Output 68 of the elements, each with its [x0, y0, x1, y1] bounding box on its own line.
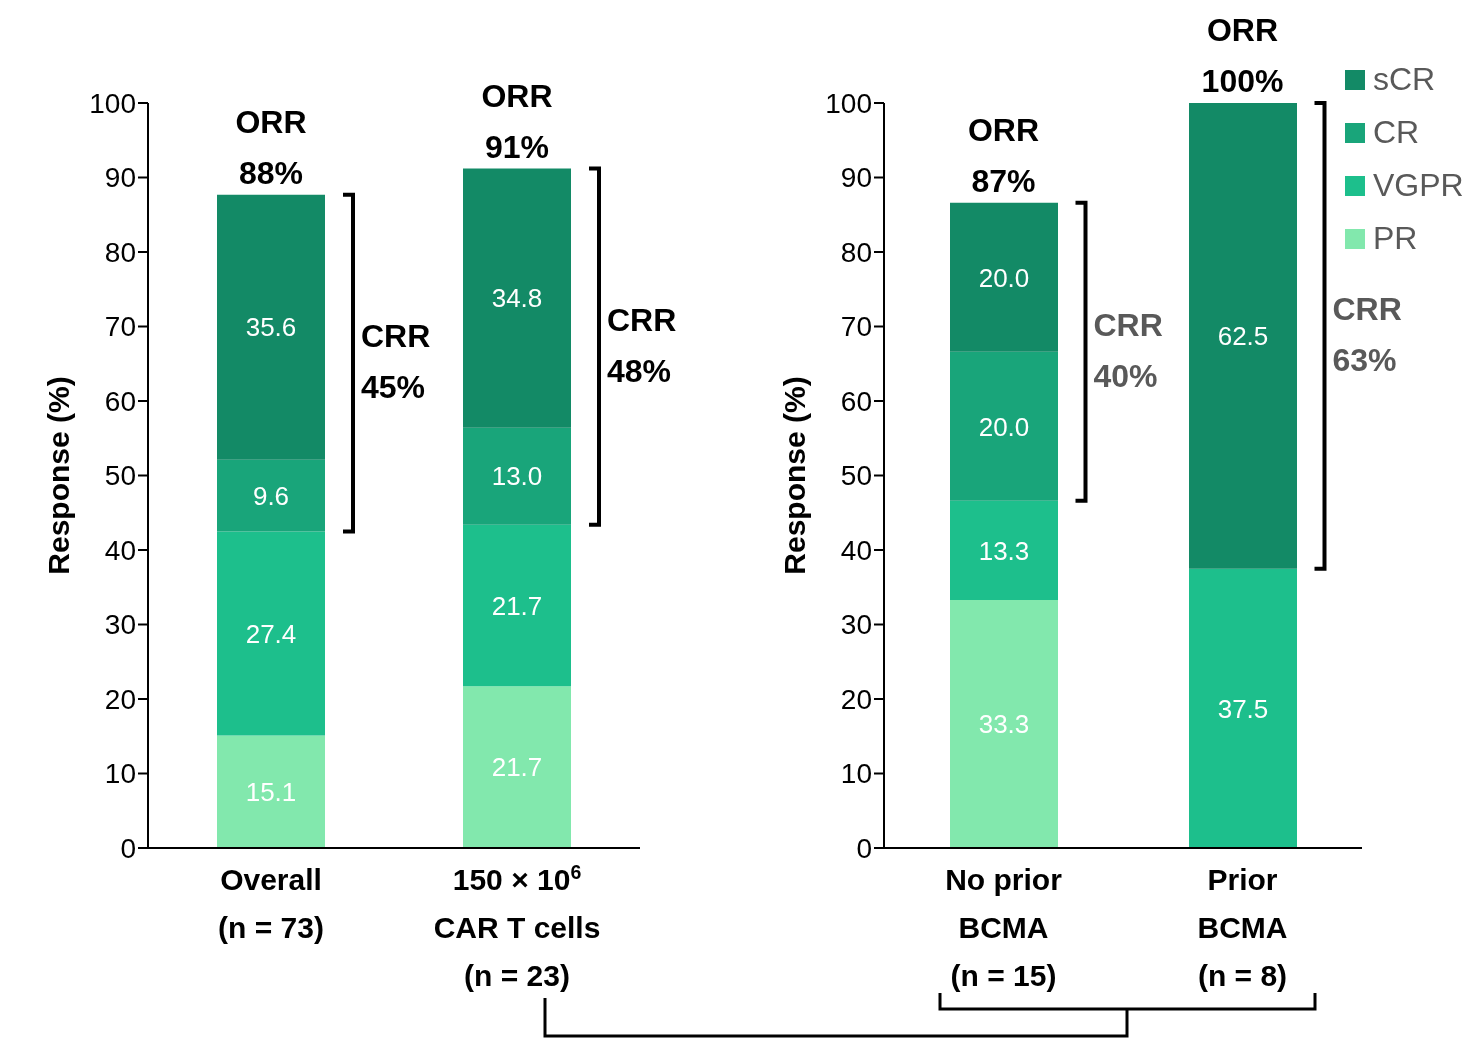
bar — [463, 524, 571, 687]
y-tick-label: 100 — [825, 87, 872, 119]
y-axis-title: Response (%) — [41, 376, 75, 575]
y-tick-label: 20 — [104, 683, 136, 715]
bar — [217, 459, 325, 532]
x-tick-label: Overall (n = 73) — [218, 863, 324, 944]
data-label: 21.7 — [491, 752, 543, 783]
annotation: CRR 45% — [361, 318, 431, 406]
y-tick-label: 90 — [840, 162, 872, 194]
y-axis-title: Response (%) — [777, 376, 811, 575]
annotation: ORR 91% — [481, 77, 553, 165]
data-label: 9.6 — [252, 480, 290, 511]
data-label: 13.0 — [491, 461, 543, 492]
bar — [950, 202, 1058, 352]
bar — [217, 531, 325, 736]
y-tick-label: 0 — [120, 832, 136, 864]
y-tick-label: 30 — [104, 609, 136, 641]
annotation: CRR 48% — [607, 301, 677, 389]
legend-label: VGPR — [1373, 167, 1464, 204]
bar — [463, 686, 571, 848]
bar — [950, 599, 1058, 848]
y-tick-label: 90 — [104, 162, 136, 194]
y-tick-label: 40 — [840, 534, 872, 566]
data-label: 37.5 — [1217, 693, 1269, 724]
annotation: ORR 100% — [1201, 12, 1284, 100]
legend-label: sCR — [1373, 61, 1436, 98]
data-label: 21.7 — [491, 590, 543, 621]
y-tick-label: 70 — [104, 311, 136, 343]
category-label: 150 × 10$^{6}$ CAR T cells (n = 23) — [433, 861, 601, 992]
y-tick-label: 50 — [104, 460, 136, 492]
x-tick-label: Prior BCMA (n = 8) — [1197, 863, 1288, 992]
data-label: 20.0 — [978, 411, 1030, 442]
y-tick-label: 30 — [840, 609, 872, 641]
data-label: 20.0 — [978, 262, 1030, 293]
bar — [950, 351, 1058, 501]
y-tick-label: 10 — [104, 758, 136, 790]
y-tick-label: 60 — [840, 385, 872, 417]
x-tick-label: No prior BCMA (n = 15) — [945, 863, 1063, 992]
y-tick-label: 80 — [840, 236, 872, 268]
bar — [463, 427, 571, 525]
data-label: 27.4 — [245, 618, 297, 649]
annotation: CRR 63% — [1332, 290, 1402, 379]
legend-label: PR — [1373, 220, 1418, 257]
annotation: CRR 40% — [1093, 306, 1163, 395]
y-tick-label: 20 — [840, 683, 872, 715]
data-label: 34.8 — [491, 283, 543, 314]
annotation: ORR 87% — [967, 111, 1040, 200]
bar — [1189, 568, 1297, 848]
bar — [217, 194, 325, 460]
bar — [217, 735, 325, 848]
y-tick-label: 50 — [840, 460, 872, 492]
annotation: ORR 88% — [235, 103, 307, 191]
y-tick-label: 0 — [856, 832, 872, 864]
bar — [950, 500, 1058, 600]
y-tick-label: 70 — [840, 311, 872, 343]
y-tick-label: 80 — [104, 236, 136, 268]
data-label: 13.3 — [978, 535, 1030, 566]
data-label: 15.1 — [245, 776, 297, 807]
legend-label: CR — [1373, 114, 1420, 151]
data-label: 35.6 — [245, 312, 297, 343]
data-label: 62.5 — [1217, 321, 1269, 352]
data-label: 33.3 — [978, 709, 1030, 740]
y-tick-label: 40 — [104, 534, 136, 566]
bar — [1189, 103, 1297, 569]
bar — [463, 168, 571, 428]
y-tick-label: 60 — [104, 385, 136, 417]
y-tick-label: 100 — [89, 87, 136, 119]
y-tick-label: 10 — [840, 758, 872, 790]
